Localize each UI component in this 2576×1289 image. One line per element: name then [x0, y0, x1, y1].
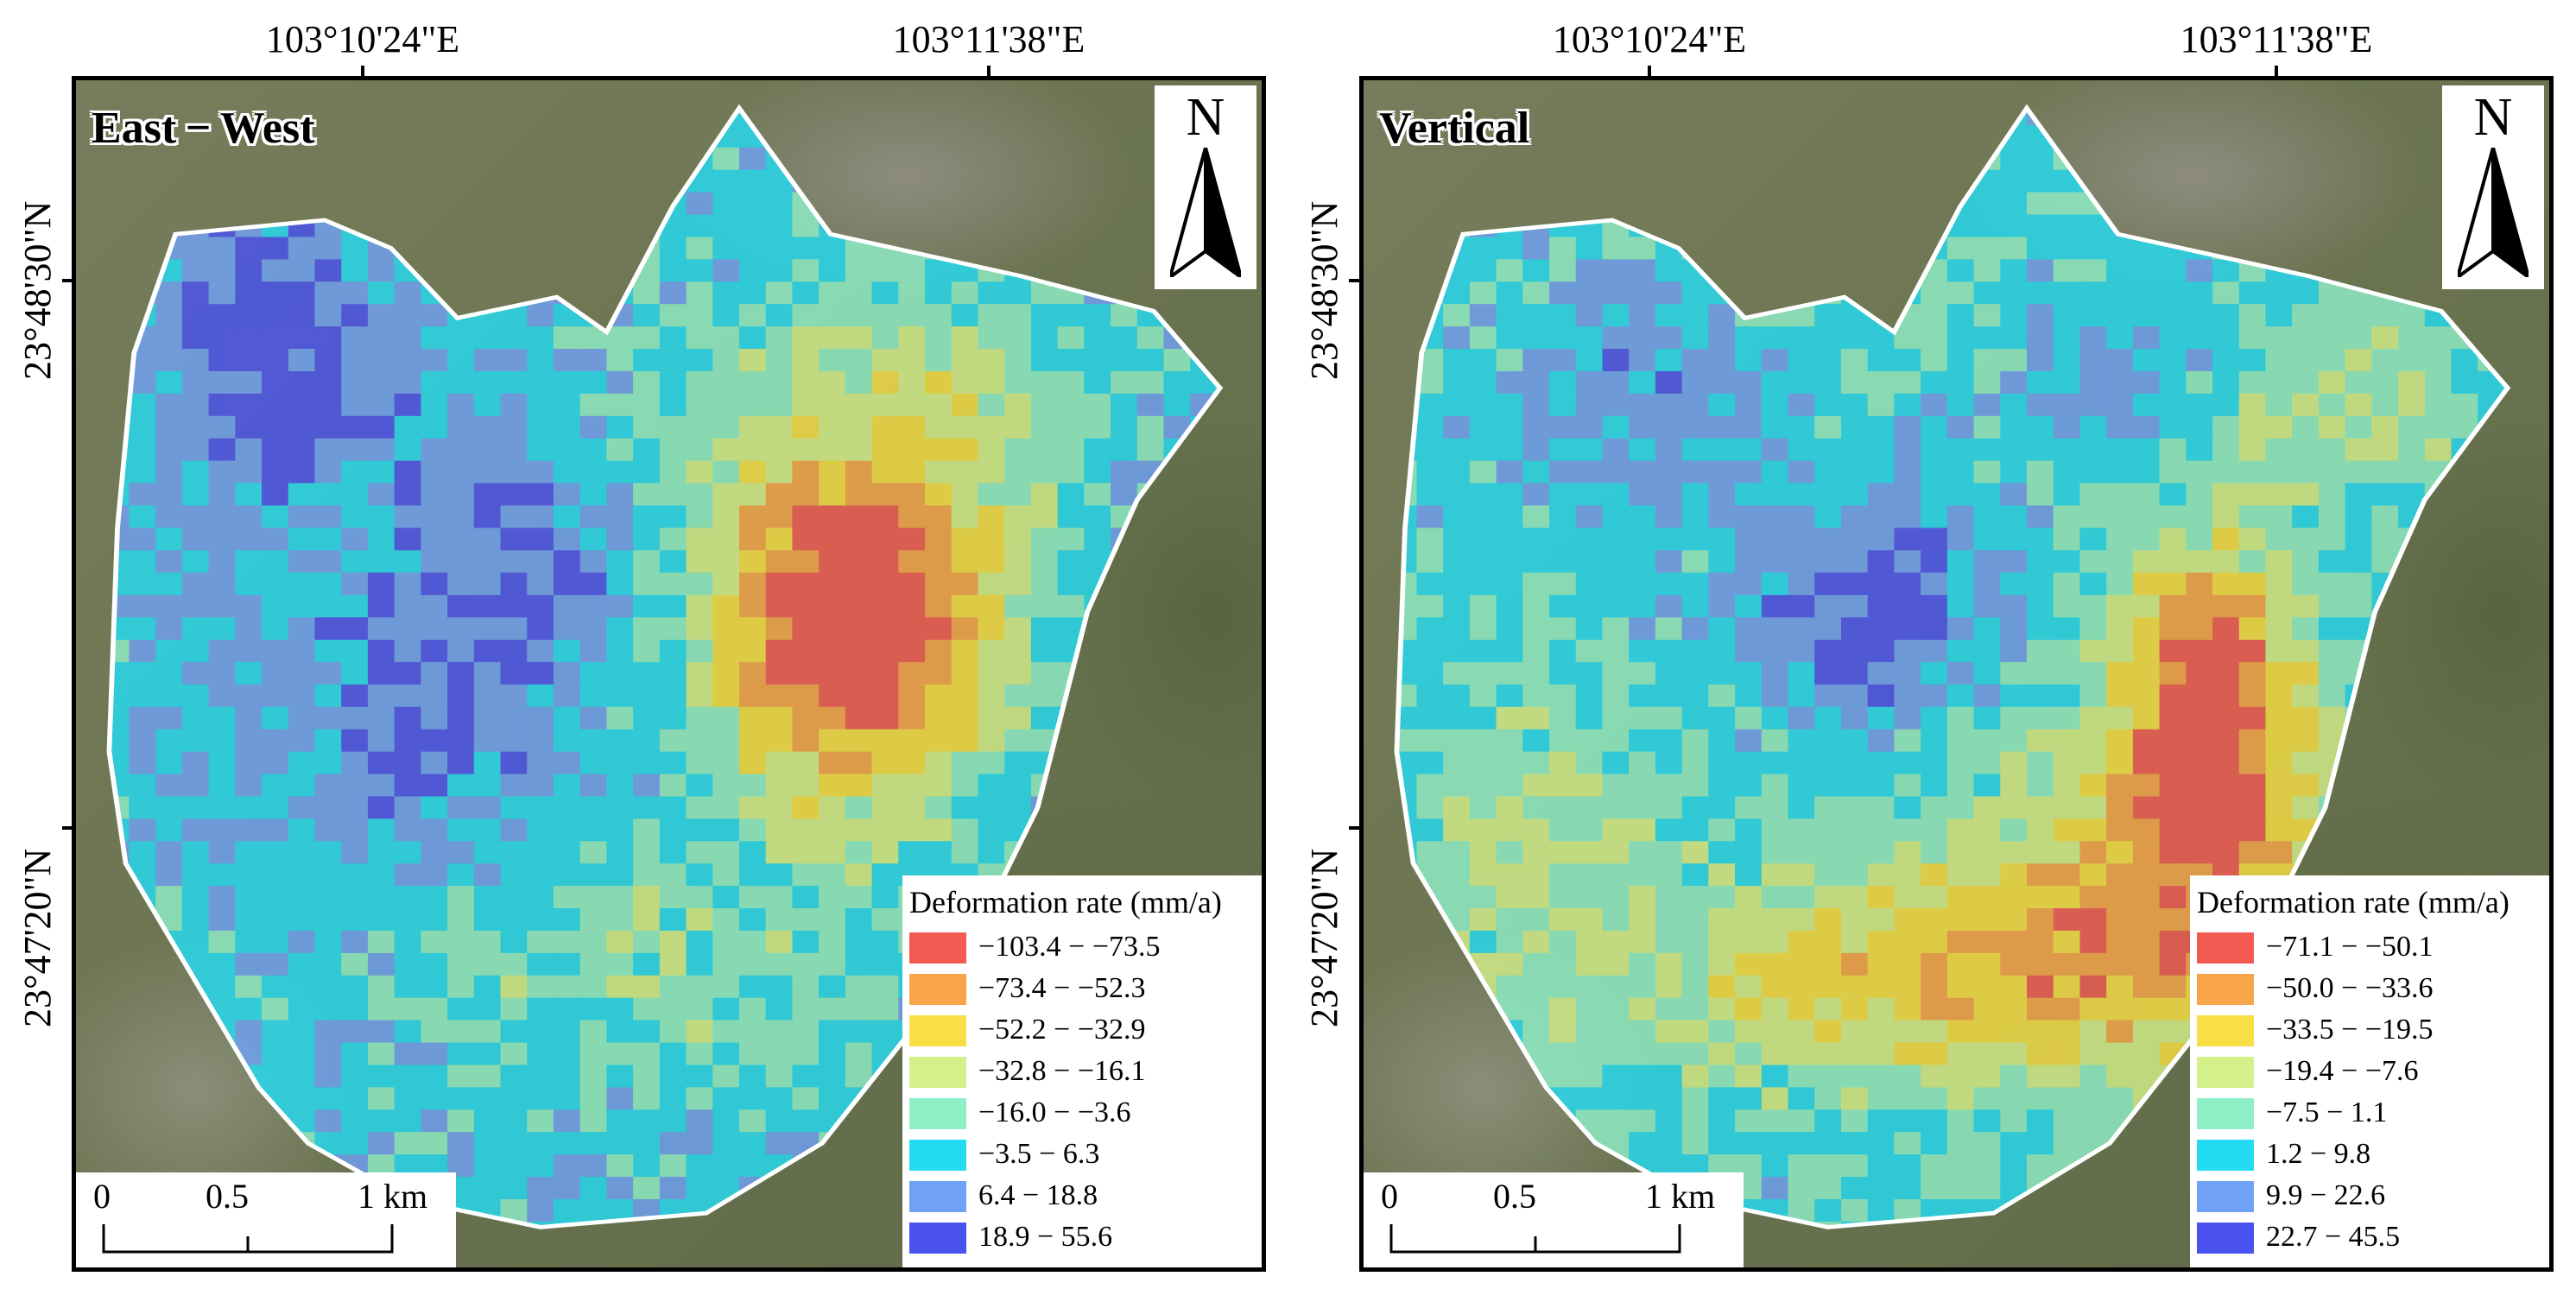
legend-title: Deformation rate (mm/a) [909, 885, 1222, 919]
legend-swatch [909, 932, 966, 964]
mine-boundary [1394, 104, 2511, 1229]
longitude-label-1: 103°10'24"E [1552, 18, 1747, 60]
legend-item: −103.4 − −73.5 [909, 929, 1255, 967]
latitude-label-2: 23°47'20"N [16, 848, 59, 1027]
legend-item: −32.8 − −16.1 [909, 1053, 1255, 1091]
panel-title: Vertical [1379, 104, 1530, 153]
legend: Deformation rate (mm/a) −103.4 − −73.5 −7… [902, 875, 1262, 1267]
legend-item: 1.2 − 9.8 [2197, 1136, 2542, 1174]
legend-item: −19.4 − −7.6 [2197, 1053, 2542, 1091]
legend-label: 18.9 − 55.6 [978, 1221, 1113, 1253]
legend-item: 6.4 − 18.8 [909, 1178, 1255, 1216]
legend-item: −50.0 − −33.6 [2197, 970, 2542, 1008]
legend-swatch [909, 974, 966, 1005]
legend-label: −32.8 − −16.1 [978, 1055, 1146, 1087]
latitude-tick [62, 826, 74, 830]
scale-label-0: 0 [1381, 1177, 1398, 1216]
legend-swatch [2197, 1015, 2254, 1046]
legend-item: −71.1 − −50.1 [2197, 929, 2542, 967]
legend-title: Deformation rate (mm/a) [2197, 885, 2510, 919]
legend-item: −52.2 − −32.9 [909, 1012, 1255, 1050]
legend-swatch [909, 1140, 966, 1171]
scale-bar: 0 0.5 1 km [1364, 1172, 1744, 1267]
north-arrow-icon [2458, 148, 2529, 277]
scale-label-half: 0.5 [206, 1177, 249, 1216]
scale-label-half: 0.5 [1493, 1177, 1536, 1216]
legend: Deformation rate (mm/a) −71.1 − −50.1 −50… [2190, 875, 2549, 1267]
legend-label: 6.4 − 18.8 [978, 1179, 1098, 1211]
legend-label: −3.5 − 6.3 [978, 1138, 1100, 1170]
north-letter: N [2473, 88, 2513, 147]
legend-item: 22.7 − 45.5 [2197, 1219, 2542, 1257]
latitude-label-1: 23°48'30"N [16, 200, 59, 380]
mine-boundary [106, 104, 1224, 1229]
legend-item: −73.4 − −52.3 [909, 970, 1255, 1008]
legend-item: 18.9 − 55.6 [909, 1219, 1255, 1257]
legend-label: −7.5 − 1.1 [2266, 1096, 2388, 1128]
longitude-tick [1648, 66, 1651, 78]
longitude-tick [2275, 66, 2278, 78]
scale-bar: 0 0.5 1 km [76, 1172, 456, 1267]
legend-swatch [909, 1181, 966, 1212]
latitude-label-2: 23°47'20"N [1303, 848, 1345, 1027]
legend-swatch [2197, 1181, 2254, 1212]
legend-swatch [2197, 1140, 2254, 1171]
legend-label: −103.4 − −73.5 [978, 931, 1161, 963]
legend-label: −71.1 − −50.1 [2266, 931, 2434, 963]
legend-swatch [2197, 974, 2254, 1005]
scale-bar-line [1389, 1224, 1681, 1254]
legend-label: −33.5 − −19.5 [2266, 1014, 2434, 1046]
scale-label-0: 0 [93, 1177, 111, 1216]
legend-item: −7.5 − 1.1 [2197, 1095, 2542, 1133]
legend-item: −33.5 − −19.5 [2197, 1012, 2542, 1050]
legend-label: −16.0 − −3.6 [978, 1096, 1131, 1128]
legend-swatch [2197, 1098, 2254, 1129]
legend-label: −73.4 − −52.3 [978, 972, 1146, 1004]
legend-item: −3.5 − 6.3 [909, 1136, 1255, 1174]
map-frame[interactable]: East − West N 0 0.5 1 km Deformation rat… [72, 76, 1266, 1272]
legend-label: 1.2 − 9.8 [2266, 1138, 2371, 1170]
north-arrow-icon [1170, 148, 1241, 277]
north-arrow: N [2442, 85, 2544, 289]
legend-swatch [2197, 1057, 2254, 1088]
legend-swatch [909, 1015, 966, 1046]
latitude-label-1: 23°48'30"N [1303, 200, 1345, 380]
legend-swatch [2197, 1223, 2254, 1254]
map-frame[interactable]: Vertical N 0 0.5 1 km Deformation rate (… [1359, 76, 2554, 1272]
latitude-tick [62, 279, 74, 282]
scale-label-1km: 1 km [1645, 1177, 1716, 1216]
legend-item: −16.0 − −3.6 [909, 1095, 1255, 1133]
longitude-label-2: 103°11'38"E [892, 18, 1085, 60]
north-arrow: N [1155, 85, 1256, 289]
scale-label-1km: 1 km [358, 1177, 428, 1216]
longitude-tick [987, 66, 991, 78]
latitude-tick [1349, 279, 1361, 282]
legend-swatch [909, 1057, 966, 1088]
legend-label: −19.4 − −7.6 [2266, 1055, 2419, 1087]
legend-swatch [909, 1098, 966, 1129]
legend-swatch [909, 1223, 966, 1254]
north-letter: N [1186, 88, 1225, 147]
legend-swatch [2197, 932, 2254, 964]
legend-label: 22.7 − 45.5 [2266, 1221, 2401, 1253]
panel-title: East − West [92, 104, 315, 153]
legend-item: 9.9 − 22.6 [2197, 1178, 2542, 1216]
latitude-tick [1349, 826, 1361, 830]
scale-bar-line [102, 1224, 394, 1254]
legend-label: −50.0 − −33.6 [2266, 972, 2434, 1004]
longitude-label-1: 103°10'24"E [265, 18, 460, 60]
longitude-label-2: 103°11'38"E [2180, 18, 2373, 60]
legend-label: 9.9 − 22.6 [2266, 1179, 2386, 1211]
longitude-tick [361, 66, 364, 78]
legend-label: −52.2 − −32.9 [978, 1014, 1146, 1046]
